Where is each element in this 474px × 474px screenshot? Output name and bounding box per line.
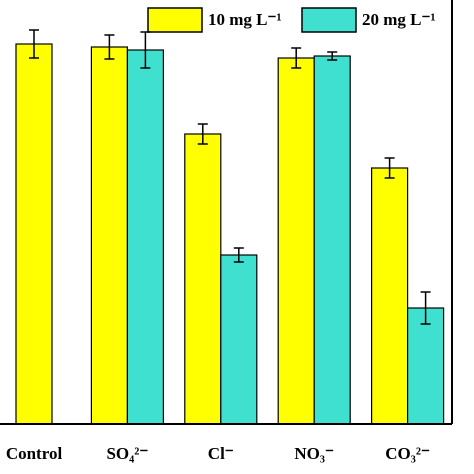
- error-bar: [327, 51, 338, 61]
- error-bar: [29, 29, 39, 59]
- error-bar: [140, 31, 151, 69]
- legend-label: 20 mg L⁻¹: [362, 10, 436, 29]
- bar: [407, 307, 445, 425]
- bar: [220, 254, 258, 425]
- bar: [371, 167, 409, 425]
- bar: [313, 55, 351, 425]
- error-bar: [233, 247, 244, 263]
- x-tick-label: Cl⁻: [208, 444, 234, 463]
- error-bar: [291, 47, 302, 69]
- error-bar: [197, 123, 208, 145]
- x-tick-label: NO₃⁻: [294, 444, 334, 463]
- bar: [90, 46, 129, 425]
- error-bar: [384, 157, 395, 179]
- bar: [15, 43, 53, 425]
- x-tick-label: Control: [6, 444, 63, 463]
- x-tick-label: CO₃²⁻: [385, 444, 430, 463]
- x-tick-label: SO₄²⁻: [106, 444, 148, 463]
- legend-swatch: [301, 7, 357, 33]
- error-bar: [104, 34, 115, 60]
- bar: [184, 133, 222, 425]
- bar: [277, 57, 315, 425]
- legend-swatch: [147, 7, 203, 33]
- legend-label: 10 mg L⁻¹: [208, 10, 282, 29]
- bar: [126, 49, 165, 425]
- error-bar: [420, 291, 431, 325]
